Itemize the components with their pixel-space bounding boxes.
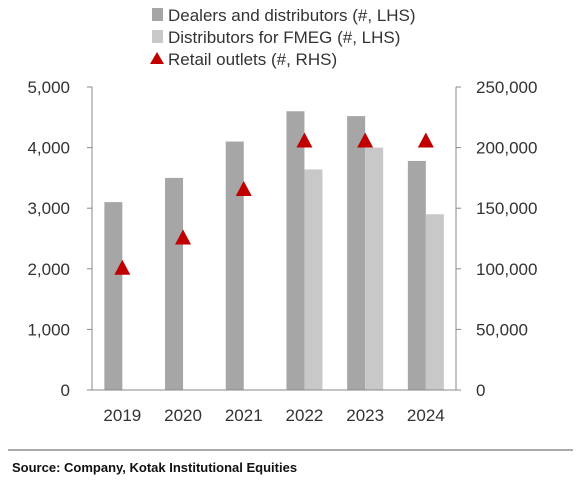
bar-dealers-2021 <box>225 141 244 390</box>
left-tick-label: 0 <box>61 381 70 400</box>
left-tick-label: 1,000 <box>27 320 70 339</box>
right-y-axis: 0 50,000 100,000 150,000 200,000 250,000 <box>455 78 537 400</box>
legend-swatch-2 <box>152 30 163 43</box>
legend-swatch-1 <box>152 8 163 21</box>
retail-outlet-marker-2023 <box>357 132 374 148</box>
left-tick-label: 3,000 <box>27 199 70 218</box>
left-y-axis: 0 1,000 2,000 3,000 4,000 5,000 <box>27 78 93 400</box>
legend-label-2: Distributors for FMEG (#, LHS) <box>168 28 400 47</box>
bar-dealers-2022 <box>286 111 305 391</box>
right-tick-label: 50,000 <box>476 320 528 339</box>
source-note: Source: Company, Kotak Institutional Equ… <box>12 460 297 475</box>
bar-fmeg-2022 <box>304 169 323 390</box>
right-tick-label: 100,000 <box>476 260 537 279</box>
left-tick-label: 5,000 <box>27 78 70 97</box>
x-axis: 2019 2020 2021 2022 2023 2024 <box>92 389 456 425</box>
retail-outlet-marker-2020 <box>175 229 192 245</box>
left-tick-label: 2,000 <box>27 260 70 279</box>
legend-label-3: Retail outlets (#, RHS) <box>168 50 337 69</box>
legend-label-1: Dealers and distributors (#, LHS) <box>168 6 416 25</box>
retail-outlet-markers <box>114 132 434 275</box>
retail-outlet-marker-2019 <box>114 259 131 275</box>
x-tick-label: 2022 <box>286 406 324 425</box>
x-tick-label: 2020 <box>164 406 202 425</box>
legend: Dealers and distributors (#, LHS) Distrib… <box>150 6 416 69</box>
bar-fmeg-2024 <box>425 214 444 390</box>
legend-swatch-3 <box>150 52 164 64</box>
bar-dealers-2024 <box>407 160 426 390</box>
x-tick-label: 2019 <box>103 406 141 425</box>
bar-dealers-2023 <box>347 116 366 390</box>
x-tick-label: 2021 <box>225 406 263 425</box>
x-tick-label: 2023 <box>346 406 384 425</box>
retail-outlet-marker-2021 <box>235 181 252 197</box>
right-tick-label: 150,000 <box>476 199 537 218</box>
x-tick-label: 2024 <box>407 406 445 425</box>
right-tick-label: 250,000 <box>476 78 537 97</box>
retail-outlet-marker-2022 <box>296 132 313 148</box>
left-tick-label: 4,000 <box>27 139 70 158</box>
bar-dealers-2020 <box>165 177 184 390</box>
bar-dealers-2019 <box>104 202 123 390</box>
bar-fmeg-2023 <box>365 147 384 390</box>
bars <box>104 111 444 391</box>
right-tick-label: 200,000 <box>476 139 537 158</box>
right-tick-label: 0 <box>476 381 485 400</box>
retail-outlet-marker-2024 <box>417 132 434 148</box>
